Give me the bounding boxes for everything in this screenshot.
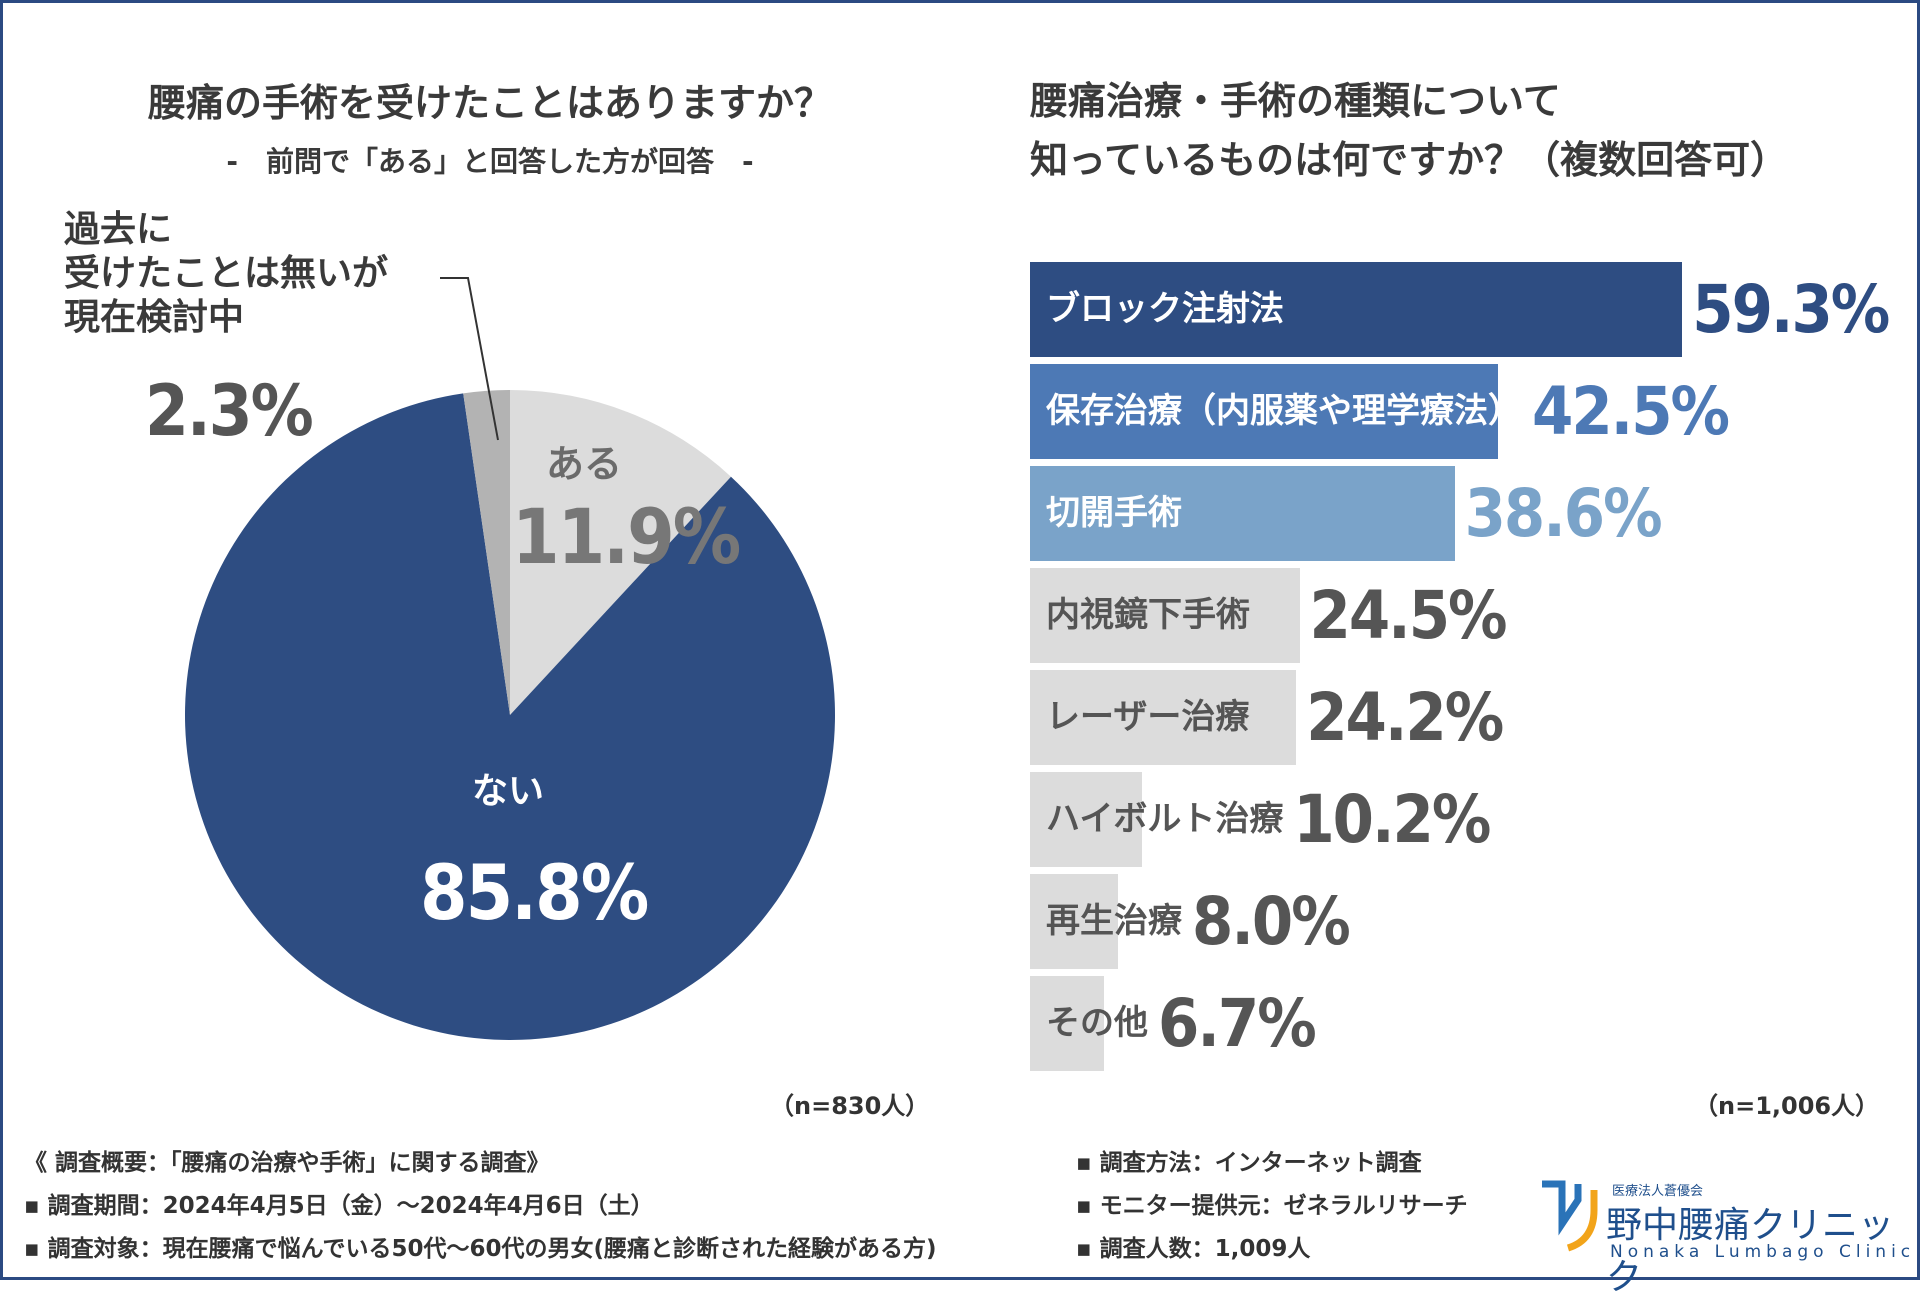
pie-slice-yes [510,390,731,715]
bar-category-label: ブロック注射法 [1046,289,1284,329]
callout-text: 過去に 受けたことは無いが 現在検討中 [64,208,388,340]
footer-monitor-provider: ▪ モニター提供元：ゼネラルリサーチ [1076,1193,1468,1219]
callout-leader-line [440,277,499,441]
bar-row: 内視鏡下手術 24.5% [1030,568,1890,663]
bar-row: その他 6.7% [1030,976,1890,1071]
bar [1030,364,1498,459]
bar [1030,670,1297,765]
clinic-logo-roman: Nonaka Lumbago Clinic [1610,1242,1916,1262]
bar-row: 保存治療（内服薬や理学療法） 42.5% [1030,364,1890,459]
bar-row: ブロック注射法 59.3% [1030,262,1890,357]
bar-title-line-1: 腰痛治療・手術の種類について [1030,79,1561,123]
slice-label-yes-name: ある [546,442,623,486]
bar-value-label: 24.2% [1306,679,1504,756]
footer-right: ▪ 調査方法：インターネット調査 ▪ モニター提供元：ゼネラルリサーチ ▪ 調査… [1076,1142,1468,1271]
footer-summary-title: 《 調査概要：「腰痛の治療や手術」に関する調査》 [24,1150,550,1176]
bar-row: レーザー治療 24.2% [1030,670,1890,765]
bar [1030,772,1143,867]
pie-slice-considering [463,390,510,715]
bar-chart-title: 腰痛治療・手術の種類について 知っているものは何ですか？（複数回答可） [1030,72,1890,190]
pie-chart-title: 腰痛の手術を受けたことはありますか？ [147,81,832,125]
bar [1030,568,1300,663]
pie-sample-size: （n=830人） [770,1092,930,1120]
bar-value-label: 24.5% [1309,577,1508,654]
bar [1030,976,1104,1071]
bar-sample-size: （n=1,006人） [1694,1092,1880,1120]
slice-label-no-value: 85.8% [420,848,649,937]
bar-value-label: 10.2% [1293,781,1491,858]
pie-chart-subtitle: - 前問で「ある」と回答した方が回答 - [226,145,754,178]
bar-value-label: 38.6% [1464,475,1663,552]
bar [1030,874,1118,969]
bar-category-label: 保存治療（内服薬や理学療法） [1046,391,1522,431]
bar-chart-area: ブロック注射法 59.3% 保存治療（内服薬や理学療法） 42.5% 切開手術 38.6%… [1030,262,1890,1072]
bar-category-label: レーザー治療 [1046,697,1250,737]
bar-row: ハイボルト治療 10.2% [1030,772,1890,867]
footer-left: 《 調査概要：「腰痛の治療や手術」に関する調査》 ▪ 調査期間：2024年4月5… [24,1142,936,1271]
bar-category-label: その他 [1046,1003,1148,1043]
slice-label-considering-value: 2.3% [145,370,314,452]
bar-value-label: 8.0% [1192,883,1351,960]
bar [1030,262,1683,357]
footer-survey-period: ▪ 調査期間：2024年4月5日（金）〜2024年4月6日（土） [24,1193,654,1219]
bar-category-label: 再生治療 [1046,901,1182,941]
footer-survey-count: ▪ 調査人数：1,009人 [1076,1236,1311,1262]
bar-category-label: 内視鏡下手術 [1046,595,1250,635]
clinic-logo-icon [1542,1180,1598,1252]
clinic-logo-org: 医療法人蒼優会 [1612,1184,1704,1199]
bar-title-line-2: 知っているものは何ですか？（複数回答可） [1030,137,1789,182]
bar-category-label: ハイボルト治療 [1046,799,1284,839]
bar-value-label: 42.5% [1532,373,1730,450]
bar-category-label: 切開手術 [1046,493,1182,533]
footer-survey-target: ▪ 調査対象：現在腰痛で悩んでいる50代〜60代の男女(腰痛と診断された経験があ… [24,1236,937,1262]
bar-row: 切開手術 38.6% [1030,466,1890,561]
callout-line-3: 現在検討中 [64,297,245,338]
slice-label-yes-value: 11.9% [512,492,741,581]
footer-survey-method: ▪ 調査方法：インターネット調査 [1076,1150,1422,1176]
bar-value-label: 59.3% [1692,271,1890,348]
bar-row: 再生治療 8.0% [1030,874,1890,969]
slice-label-no-name: ない [472,771,545,812]
pie-slice-no [184,393,835,1040]
callout-line-2: 受けたことは無いが [64,253,389,294]
bar-value-label: 6.7% [1158,985,1317,1062]
callout-line-1: 過去に [64,209,173,250]
bar [1030,466,1455,561]
